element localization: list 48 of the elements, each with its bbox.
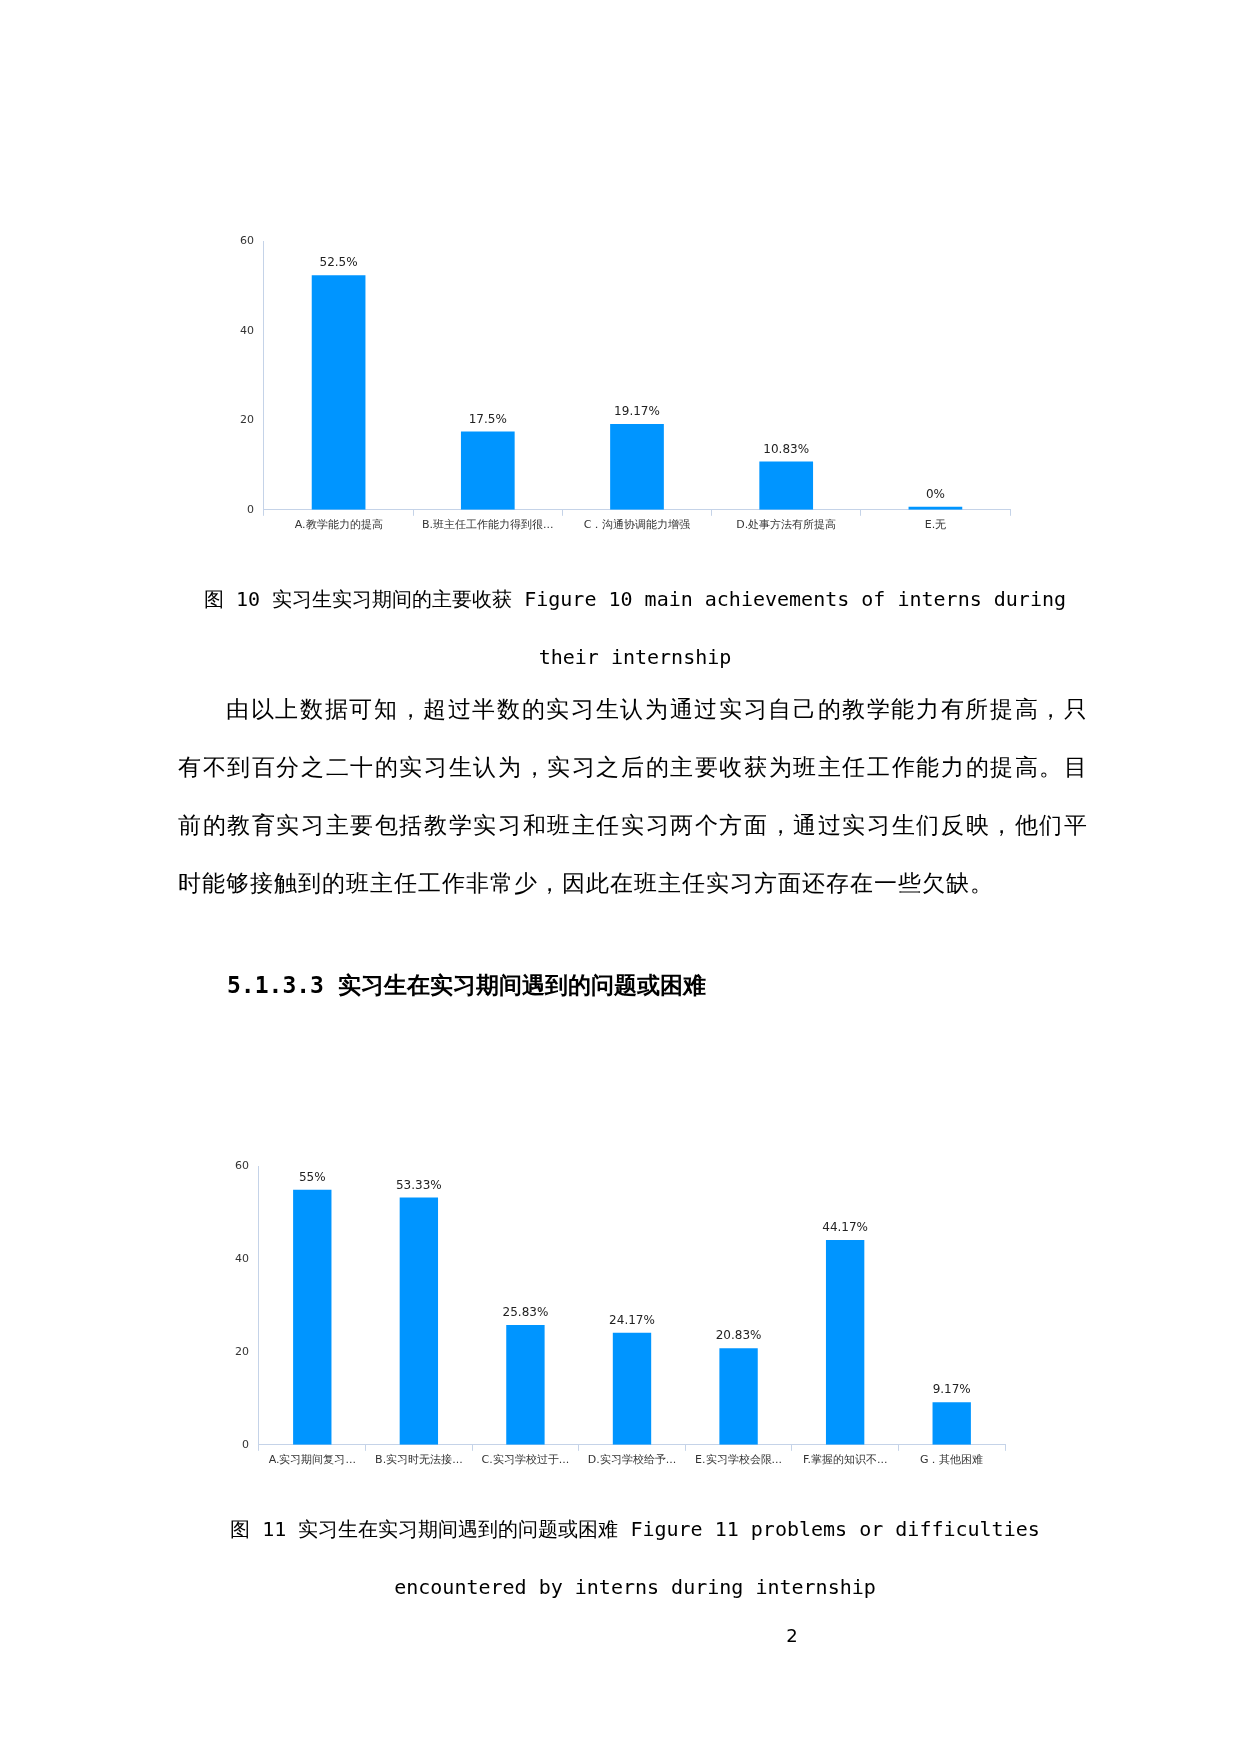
bar (293, 1189, 332, 1445)
x-tick-label: B.班主任工作能力得到很... (422, 518, 554, 532)
bar (719, 1348, 758, 1445)
text: 图 11 实习生在实习期间遇到的问题或困难 Figure 11 problems or difficulties encountered by interns during internship (230, 1517, 1040, 1599)
bar (460, 431, 515, 510)
x-tick-label: B.实习时无法接... (375, 1453, 463, 1467)
y-tick-label: 20 (240, 413, 254, 427)
bar (311, 275, 366, 510)
y-tick-label: 60 (235, 1159, 249, 1173)
bar (825, 1240, 865, 1445)
data-label: 17.5% (468, 411, 507, 426)
x-tick-label: A.教学能力的提高 (294, 518, 383, 532)
y-tick-label: 0 (242, 1437, 249, 1451)
bar (506, 1325, 545, 1445)
data-label: 19.17% (614, 404, 660, 419)
bar (399, 1197, 439, 1445)
data-label: 25.83% (502, 1305, 549, 1320)
data-label: 44.17% (822, 1220, 869, 1235)
x-tick-label: A.实习期间复习... (268, 1453, 356, 1467)
x-tick-label: C.实习学校过于... (481, 1453, 570, 1467)
text: 2 (785, 1625, 799, 1646)
y-tick-label: 20 (235, 1344, 249, 1358)
data-label: 20.83% (715, 1328, 762, 1343)
y-tick-label: 40 (240, 323, 254, 337)
y-tick-label: 60 (240, 234, 254, 248)
x-tick-label: E.实习学校会限... (695, 1453, 783, 1467)
data-label: 53.33% (395, 1177, 442, 1192)
bar (759, 461, 814, 510)
chart-title: 5.1.3.3 实习生在实习期间遇到的问题或困难 (227, 971, 706, 1000)
data-label: 10.83% (763, 441, 810, 456)
x-tick-label: D.实习学校给予... (587, 1453, 677, 1467)
bar (932, 1402, 971, 1445)
data-label: 55% (298, 1169, 326, 1184)
y-tick-label: 0 (247, 502, 254, 516)
data-label: 24.17% (609, 1312, 655, 1327)
data-label: 0% (925, 486, 945, 501)
bar (610, 424, 664, 510)
x-tick-label: G．其他困难 (919, 1453, 984, 1467)
text: 由以上数据可知，超过半数的实习生认为通过实习自己的教学能力有所提高，只有不到百分之二十的实习生认为，实习之后的主要收获为班主任工作能力的提高。目前的教育实习主要包括教学实习和班主任实习两个方面，通过实习生们反映，他们平时能够接触到的班主任工作非常少，因此在班主任实习方面还存在一些欠缺。 (178, 696, 1088, 896)
data-label: 52.5% (319, 255, 358, 270)
y-tick-label: 40 (235, 1252, 249, 1266)
x-tick-label: E.无 (924, 518, 947, 532)
x-tick-label: C．沟通协调能力增强 (583, 518, 691, 532)
data-label: 9.17% (932, 1382, 971, 1397)
text: 图 10 实习生实习期间的主要收获 Figure 10 main achievements of interns during their internship (203, 587, 1067, 669)
x-tick-label: D.处事方法有所提高 (736, 518, 837, 532)
bar (612, 1332, 652, 1445)
x-tick-label: F.掌握的知识不... (802, 1453, 888, 1467)
